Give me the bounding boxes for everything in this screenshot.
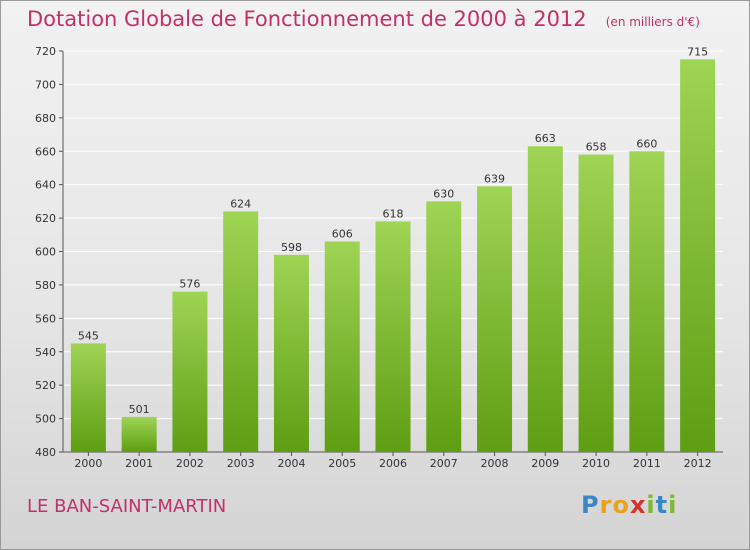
bar (70, 343, 106, 452)
logo-letter: i (646, 491, 656, 519)
x-tick-label: 2003 (227, 457, 255, 470)
bar (477, 186, 513, 452)
bar (629, 151, 665, 452)
logo-letter: r (599, 491, 613, 519)
bar (172, 291, 208, 452)
x-tick-label: 2008 (481, 457, 509, 470)
data-label: 630 (433, 187, 454, 200)
x-tick-label: 2006 (379, 457, 407, 470)
chart-title: Dotation Globale de Fonctionnement de 20… (27, 7, 587, 31)
data-label: 598 (281, 241, 302, 254)
y-tick-label: 600 (35, 246, 56, 259)
data-label: 660 (636, 137, 657, 150)
bar (324, 241, 360, 452)
y-tick-label: 720 (35, 45, 56, 58)
y-tick-label: 640 (35, 179, 56, 192)
bar (527, 146, 563, 453)
x-tick-label: 2005 (328, 457, 356, 470)
logo-letter: i (668, 491, 678, 519)
data-label: 501 (129, 403, 150, 416)
y-tick-label: 560 (35, 312, 56, 325)
bar (223, 211, 259, 452)
logo-letter: P (581, 491, 600, 519)
y-tick-label: 620 (35, 212, 56, 225)
y-tick-label: 680 (35, 112, 56, 125)
y-tick-label: 540 (35, 346, 56, 359)
data-label: 624 (230, 197, 251, 210)
data-label: 545 (78, 329, 99, 342)
x-tick-label: 2000 (74, 457, 102, 470)
bar (426, 201, 462, 452)
data-label: 606 (332, 227, 353, 240)
proxiti-logo: Proxiti (581, 491, 677, 519)
data-label: 618 (383, 207, 404, 220)
bar (680, 59, 716, 453)
bar (121, 416, 157, 452)
data-label: 663 (535, 132, 556, 145)
bar (578, 154, 614, 452)
x-tick-label: 2010 (582, 457, 610, 470)
y-tick-label: 480 (35, 446, 56, 459)
y-tick-label: 520 (35, 379, 56, 392)
unit-note: (en milliers d'€) (605, 15, 700, 29)
logo-letter: t (655, 491, 669, 519)
data-label: 576 (179, 278, 200, 291)
place-name: LE BAN-SAINT-MARTIN (27, 496, 227, 517)
x-tick-label: 2007 (430, 457, 458, 470)
x-tick-label: 2009 (531, 457, 559, 470)
data-label: 715 (687, 45, 708, 58)
x-tick-label: 2002 (176, 457, 204, 470)
logo-letter: o (612, 491, 630, 519)
data-label: 658 (586, 141, 607, 154)
data-label: 639 (484, 172, 505, 185)
bar (375, 221, 411, 452)
x-tick-label: 2012 (684, 457, 712, 470)
x-tick-label: 2001 (125, 457, 153, 470)
x-tick-label: 2011 (633, 457, 661, 470)
y-tick-label: 580 (35, 279, 56, 292)
logo-letter: x (629, 491, 647, 519)
y-tick-label: 660 (35, 145, 56, 158)
y-tick-label: 500 (35, 413, 56, 426)
x-tick-label: 2004 (277, 457, 305, 470)
y-tick-label: 700 (35, 78, 56, 91)
title-row: Dotation Globale de Fonctionnement de 20… (27, 7, 700, 31)
bar (273, 254, 309, 452)
